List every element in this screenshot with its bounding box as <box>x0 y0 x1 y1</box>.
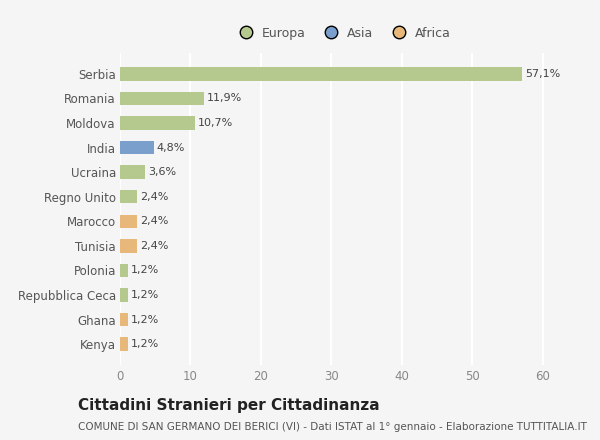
Text: 1,2%: 1,2% <box>131 290 160 300</box>
Text: 1,2%: 1,2% <box>131 339 160 349</box>
Bar <box>120 239 137 253</box>
Text: 3,6%: 3,6% <box>148 167 176 177</box>
Bar <box>120 337 128 351</box>
Bar <box>120 190 137 203</box>
Text: Cittadini Stranieri per Cittadinanza: Cittadini Stranieri per Cittadinanza <box>78 398 380 413</box>
Bar <box>120 67 523 81</box>
Bar <box>120 264 128 277</box>
Bar <box>120 116 196 130</box>
Bar <box>120 288 128 302</box>
Text: 2,4%: 2,4% <box>140 216 168 226</box>
Bar <box>120 215 137 228</box>
Text: COMUNE DI SAN GERMANO DEI BERICI (VI) - Dati ISTAT al 1° gennaio - Elaborazione : COMUNE DI SAN GERMANO DEI BERICI (VI) - … <box>78 422 587 432</box>
Bar <box>120 313 128 326</box>
Bar <box>120 141 154 154</box>
Text: 2,4%: 2,4% <box>140 192 168 202</box>
Text: 10,7%: 10,7% <box>198 118 233 128</box>
Text: 4,8%: 4,8% <box>157 143 185 153</box>
Text: 57,1%: 57,1% <box>525 69 560 79</box>
Text: 1,2%: 1,2% <box>131 265 160 275</box>
Text: 1,2%: 1,2% <box>131 315 160 325</box>
Bar <box>120 92 204 105</box>
Legend: Europa, Asia, Africa: Europa, Asia, Africa <box>229 22 455 44</box>
Text: 2,4%: 2,4% <box>140 241 168 251</box>
Bar <box>120 165 145 179</box>
Text: 11,9%: 11,9% <box>206 93 242 103</box>
